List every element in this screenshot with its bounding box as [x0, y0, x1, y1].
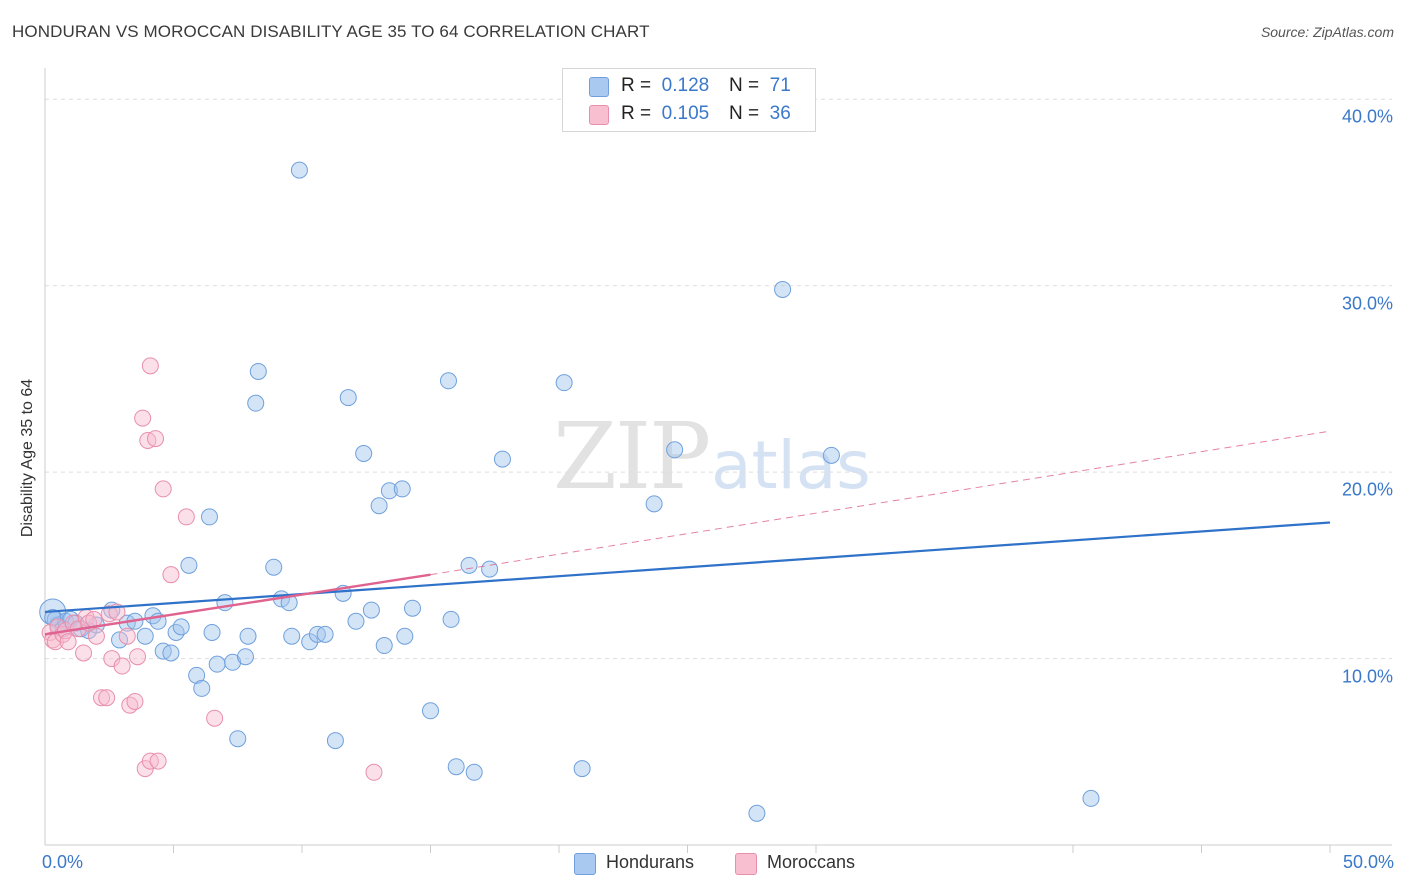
honduran-point [193, 679, 211, 697]
chart-title: HONDURAN VS MOROCCAN DISABILITY AGE 35 T… [12, 22, 650, 41]
honduran-point [748, 804, 766, 822]
honduran-point [493, 450, 511, 468]
honduran-point [465, 763, 483, 781]
honduran-point [460, 556, 478, 574]
honduran-point [339, 389, 357, 407]
moroccan-point [113, 657, 131, 675]
honduran-point [283, 627, 301, 645]
honduran-point [249, 362, 267, 380]
x-tick-label-min: 0.0% [42, 852, 84, 872]
honduran-point [290, 161, 308, 179]
moroccan-point [93, 689, 111, 707]
source-label: Source: ZipAtlas.com [1260, 24, 1394, 40]
honduran-point [355, 445, 373, 462]
y-axis-label: Disability Age 35 to 64 [19, 378, 36, 538]
honduran-point [404, 599, 422, 617]
legend: R = 0.128 N = 71 R = 0.105 N = 36 [562, 68, 816, 132]
honduran-trend-line [44, 521, 1331, 614]
honduran-point [447, 758, 465, 776]
honduran-point [573, 760, 591, 778]
honduran-point [370, 497, 388, 515]
legend-n-value: 36 [769, 103, 791, 124]
moroccan-point [118, 627, 136, 645]
honduran-point [111, 631, 129, 649]
honduran-point [393, 480, 411, 498]
honduran-point [442, 610, 460, 628]
moroccan-point [154, 480, 172, 498]
honduran-point [422, 702, 439, 720]
moroccan-point [162, 566, 180, 584]
honduran-point [180, 556, 198, 574]
honduran-point [188, 666, 206, 684]
legend-r-value: 0.105 [661, 103, 710, 124]
moroccan-point [141, 357, 159, 375]
bottom-legend-label-hondurans: Hondurans [606, 852, 695, 872]
honduran-point [172, 618, 190, 636]
honduran-point [666, 441, 684, 459]
honduran-point [316, 625, 334, 643]
legend-r-label: R = [621, 75, 652, 96]
honduran-point [439, 372, 457, 390]
honduran-point [162, 644, 180, 662]
y-tick-label: 10.0% [1341, 666, 1393, 687]
moroccan-point [87, 627, 105, 645]
honduran-point [481, 560, 499, 578]
legend-swatch-hondurans [589, 77, 609, 97]
honduran-point [200, 508, 218, 526]
honduran-point [774, 280, 792, 298]
bottom-legend-swatch-hondurans [574, 853, 596, 875]
honduran-point [224, 653, 242, 671]
moroccan-trend-line [44, 573, 431, 636]
bottom-legend-label-moroccans: Moroccans [767, 852, 856, 872]
y-tick-label: 40.0% [1341, 106, 1393, 127]
honduran-point [208, 655, 226, 673]
honduran-point [396, 627, 414, 645]
honduran-point [555, 374, 573, 392]
legend-n-label: N = [729, 75, 760, 96]
legend-n-value: 71 [769, 75, 791, 96]
honduran-point [822, 446, 840, 464]
y-tick-label: 20.0% [1341, 479, 1393, 500]
moroccan-point [147, 430, 165, 448]
honduran-point [326, 732, 344, 750]
watermark-atlas: atlas [711, 427, 871, 504]
moroccan-point [365, 763, 383, 781]
moroccan-point [177, 508, 195, 526]
moroccan-point [98, 689, 116, 707]
watermark: ZIPatlas [553, 403, 871, 510]
honduran-point [247, 394, 265, 412]
moroccan-point [206, 709, 224, 727]
honduran-point [229, 730, 247, 748]
honduran-point [236, 648, 254, 666]
honduran-point [347, 612, 365, 630]
legend-r-value: 0.128 [661, 75, 710, 96]
watermark-zip: ZIP [553, 403, 711, 510]
honduran-point [265, 558, 283, 576]
moroccan-trend-extension [430, 430, 1331, 576]
honduran-point [380, 482, 398, 500]
bottom-legend-swatch-moroccans [735, 853, 757, 875]
legend-swatch-moroccans [589, 105, 609, 125]
moroccan-point [126, 692, 144, 710]
moroccan-point [149, 752, 167, 770]
moroccan-point [134, 409, 152, 427]
x-tick-label-max: 50.0% [1342, 852, 1394, 872]
moroccan-point [75, 644, 93, 662]
moroccan-point [129, 648, 147, 666]
moroccan-point [59, 633, 77, 651]
honduran-point [375, 637, 393, 655]
legend-n-label: N = [729, 103, 760, 124]
legend-r-label: R = [621, 103, 652, 124]
y-tick-label: 30.0% [1341, 293, 1393, 314]
honduran-point [239, 627, 257, 645]
honduran-point [362, 601, 380, 619]
honduran-point [136, 627, 154, 645]
honduran-point [203, 623, 221, 641]
honduran-point [1082, 789, 1100, 807]
honduran-point [645, 495, 663, 513]
honduran-point [44, 609, 62, 627]
